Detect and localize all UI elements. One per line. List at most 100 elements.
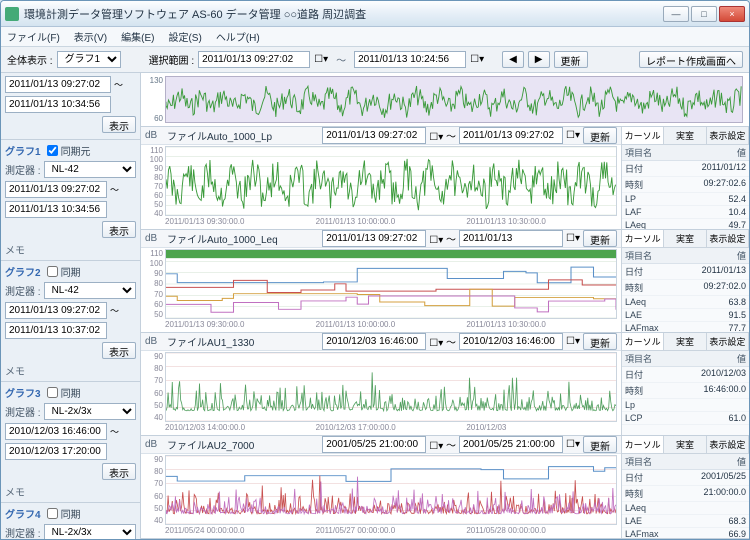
app-icon (5, 7, 19, 21)
hdr-from[interactable] (322, 127, 426, 144)
sync-check[interactable]: 同期 (47, 385, 81, 400)
app-window: 環境計測データ管理ソフトウェア AS-60 データ管理 ○○道路 周辺調査 — … (0, 0, 750, 540)
inst-select[interactable]: NL-42 (44, 161, 136, 178)
range-to-input[interactable] (354, 51, 466, 68)
table-row: 時刻09:27:02.0 (622, 280, 749, 296)
minimize-button[interactable]: — (663, 6, 689, 22)
maximize-button[interactable]: □ (691, 6, 717, 22)
allview-to[interactable] (5, 96, 111, 113)
sync-check[interactable]: 同期元 (47, 143, 91, 158)
graph-side-panel: カーソル 実室 表示設定 項目名値 日付2001/05/25時刻21:00:00… (621, 436, 749, 538)
graph-select[interactable]: グラフ1 (57, 51, 121, 68)
table-row: LAeq (622, 502, 749, 515)
graph-to[interactable] (5, 443, 107, 460)
sync-check[interactable]: 同期 (47, 506, 81, 521)
hdr-from[interactable] (322, 230, 426, 247)
table-row: LAF10.4 (622, 206, 749, 219)
graph-block-2: グラフ2 同期 測定器 : NL-42 ～ 表示 メモ (1, 261, 140, 382)
allview-from[interactable] (5, 76, 111, 93)
table-row: 日付2011/01/12 (622, 161, 749, 177)
graph-update-button[interactable]: 更新 (583, 230, 617, 247)
table-row: 時刻16:46:00.0 (622, 383, 749, 399)
file-name: ファイルAuto_1000_Leq (167, 231, 318, 246)
hdr-from[interactable] (322, 436, 426, 453)
graph-row-2: dB ファイルAuto_1000_Leq ☐▾ ～ ☐▾ 更新 11010090… (141, 230, 749, 333)
table-row: 時刻09:27:02.6 (622, 177, 749, 193)
tab-display[interactable]: 表示設定 (707, 127, 749, 144)
tab-room[interactable]: 実室 (664, 127, 706, 144)
tab-cursor[interactable]: カーソル (622, 436, 664, 453)
graph-update-button[interactable]: 更新 (583, 127, 617, 144)
menu-settings[interactable]: 設定(S) (168, 29, 201, 44)
graph-show-button[interactable]: 表示 (102, 463, 136, 480)
table-row: Lp (622, 399, 749, 412)
report-button[interactable]: レポート作成画面へ (639, 51, 743, 68)
graph-row-3: dB ファイルAU1_1330 ☐▾ ～ ☐▾ 更新 908070605040 … (141, 333, 749, 436)
table-row: LAFmax77.7 (622, 322, 749, 332)
inst-select[interactable]: NL-2x/3x (44, 524, 136, 539)
menu-help[interactable]: ヘルプ(H) (216, 29, 260, 44)
tab-cursor[interactable]: カーソル (622, 333, 664, 350)
cal-icon[interactable]: ☐▾ (314, 54, 328, 65)
allview-show-button[interactable]: 表示 (102, 116, 136, 133)
memo-label: メモ (5, 484, 136, 499)
menu-view[interactable]: 表示(V) (74, 29, 107, 44)
hdr-to[interactable] (459, 436, 563, 453)
y-axis: 1101009080706050 (141, 248, 165, 320)
hdr-from[interactable] (322, 333, 426, 350)
chart-plot[interactable] (165, 249, 617, 319)
graph-from[interactable] (5, 181, 107, 198)
tab-room[interactable]: 実室 (664, 436, 706, 453)
hdr-to[interactable] (459, 127, 563, 144)
menu-edit[interactable]: 編集(E) (121, 29, 154, 44)
cal-icon[interactable]: ☐▾ (470, 54, 484, 65)
close-button[interactable]: × (719, 6, 745, 22)
range-from-input[interactable] (198, 51, 310, 68)
tab-cursor[interactable]: カーソル (622, 230, 664, 247)
memo-label: メモ (5, 363, 136, 378)
y-axis: 908070605040 (141, 351, 165, 423)
graph-side-panel: カーソル 実室 表示設定 項目名値 日付2011/01/12時刻09:27:02… (621, 127, 749, 229)
tab-display[interactable]: 表示設定 (707, 436, 749, 453)
table-row: LP52.4 (622, 193, 749, 206)
graph-title: グラフ1 (5, 143, 41, 158)
inst-select[interactable]: NL-2x/3x (44, 403, 136, 420)
y-axis: 110100908070605040 (141, 145, 165, 217)
graph-from[interactable] (5, 302, 107, 319)
right-panel: 130 60 dB ファイルAuto_1000_Lp ☐▾ ～ ☐▾ 更新 11… (141, 73, 749, 539)
chart-plot[interactable] (165, 352, 617, 422)
next-button[interactable]: ▶ (528, 51, 550, 68)
graph-show-button[interactable]: 表示 (102, 342, 136, 359)
graph-update-button[interactable]: 更新 (583, 436, 617, 453)
allview-panel: ～ 表示 (1, 73, 140, 140)
menu-file[interactable]: ファイル(F) (7, 29, 60, 44)
table-row: LAeq49.7 (622, 219, 749, 229)
hdr-to[interactable] (459, 333, 563, 350)
tab-cursor[interactable]: カーソル (622, 127, 664, 144)
graph-to[interactable] (5, 201, 107, 218)
prev-button[interactable]: ◀ (502, 51, 524, 68)
graph-header: dB ファイルAuto_1000_Leq ☐▾ ～ ☐▾ 更新 (141, 230, 621, 248)
graph-to[interactable] (5, 322, 107, 339)
update-button[interactable]: 更新 (554, 51, 588, 68)
tab-room[interactable]: 実室 (664, 230, 706, 247)
graph-update-button[interactable]: 更新 (583, 333, 617, 350)
graph-header: dB ファイルAuto_1000_Lp ☐▾ ～ ☐▾ 更新 (141, 127, 621, 145)
graph-title: グラフ2 (5, 264, 41, 279)
hdr-to[interactable] (459, 230, 563, 247)
chart-plot[interactable] (165, 146, 617, 216)
sync-check[interactable]: 同期 (47, 264, 81, 279)
x-axis: 2010/12/03 14:00:00.02010/12/03 17:00:00… (141, 423, 621, 435)
inst-select[interactable]: NL-42 (44, 282, 136, 299)
chart-plot[interactable] (165, 455, 617, 525)
tab-display[interactable]: 表示設定 (707, 230, 749, 247)
ov-ymax: 130 (150, 76, 163, 85)
graph-block-3: グラフ3 同期 測定器 : NL-2x/3x ～ 表示 メモ (1, 382, 140, 503)
tilde: ～ (332, 52, 350, 67)
tab-display[interactable]: 表示設定 (707, 333, 749, 350)
tab-room[interactable]: 実室 (664, 333, 706, 350)
graph-side-panel: カーソル 実室 表示設定 項目名値 日付2010/12/03時刻16:46:00… (621, 333, 749, 435)
table-row: 日付2001/05/25 (622, 470, 749, 486)
graph-show-button[interactable]: 表示 (102, 221, 136, 238)
graph-from[interactable] (5, 423, 107, 440)
